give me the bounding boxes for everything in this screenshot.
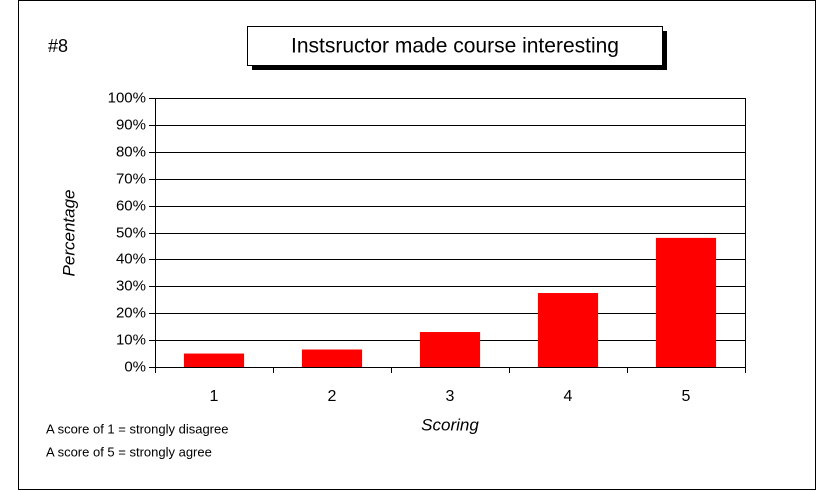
x-tick-label: 5: [682, 388, 691, 405]
y-tick-label: 100%: [108, 89, 146, 106]
chart-label: #8: [48, 36, 68, 56]
title-box: [247, 26, 663, 66]
annotation: A score of 1 = strongly disagree: [46, 421, 228, 436]
y-tick-label: 0%: [124, 358, 146, 375]
y-tick-label: 90%: [116, 116, 146, 133]
y-tick-label: 10%: [116, 331, 146, 348]
bar: [301, 349, 363, 367]
x-tick-label: 1: [210, 388, 219, 405]
chart-title: Instsructor made course interesting: [291, 35, 619, 58]
y-tick-label: 80%: [116, 143, 146, 160]
y-tick-label: 20%: [116, 304, 146, 321]
bar: [655, 237, 717, 367]
y-tick-label: 50%: [116, 224, 146, 241]
annotation: A score of 5 = strongly agree: [46, 444, 212, 459]
y-tick-label: 40%: [116, 250, 146, 267]
y-tick-label: 30%: [116, 277, 146, 294]
bar: [183, 353, 245, 367]
x-axis-label: Scoring: [421, 415, 479, 434]
x-tick-label: 4: [564, 388, 573, 405]
y-tick-label: 60%: [116, 197, 146, 214]
bar: [537, 293, 599, 367]
bar: [419, 332, 481, 367]
x-tick-label: 3: [446, 388, 455, 405]
x-tick-label: 2: [328, 388, 337, 405]
y-tick-label: 70%: [116, 170, 146, 187]
y-axis-label: Percentage: [59, 190, 78, 277]
